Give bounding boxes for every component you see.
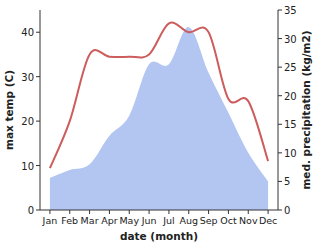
x-tick xyxy=(129,210,130,214)
y-tick-label: 30 xyxy=(21,72,34,83)
x-tick xyxy=(49,210,50,214)
y2-tick xyxy=(278,67,282,68)
x-tick xyxy=(228,210,229,214)
x-tick xyxy=(188,210,189,214)
y2-tick xyxy=(278,95,282,96)
x-axis xyxy=(40,210,278,211)
x-tick-label: Jul xyxy=(162,215,174,226)
y2-axis-label: med. precipitation (kg/m2) xyxy=(300,30,312,189)
y-tick xyxy=(36,32,40,33)
y-tick xyxy=(36,210,40,211)
x-tick-label: Jan xyxy=(42,215,58,226)
y-tick xyxy=(36,76,40,77)
x-tick-label: Aug xyxy=(179,215,198,226)
x-tick xyxy=(109,210,110,214)
x-tick-label: May xyxy=(119,215,139,226)
y-tick-label: 40 xyxy=(21,27,34,38)
x-tick xyxy=(89,210,90,214)
y2-tick xyxy=(278,181,282,182)
y-tick xyxy=(36,121,40,122)
y2-tick xyxy=(278,38,282,39)
x-axis-label: date (month) xyxy=(120,230,198,242)
x-tick-label: Feb xyxy=(61,215,78,226)
x-tick-label: Apr xyxy=(101,215,118,226)
x-tick-label: Nov xyxy=(239,215,258,226)
x-tick xyxy=(149,210,150,214)
y2-tick xyxy=(278,152,282,153)
y2-tick-label: 5 xyxy=(284,176,290,187)
y2-tick xyxy=(278,10,282,11)
y2-tick-label: 35 xyxy=(284,5,297,16)
y2-tick-label: 20 xyxy=(284,91,297,102)
precip-area xyxy=(50,27,268,210)
x-tick-label: Oct xyxy=(220,215,237,226)
y-tick-label: 20 xyxy=(21,116,34,127)
y2-tick-label: 10 xyxy=(284,148,297,159)
y2-axis xyxy=(278,10,279,210)
x-tick xyxy=(268,210,269,214)
y2-tick-label: 25 xyxy=(284,62,297,73)
chart: 01020304005101520253035JanFebMarAprMayJu… xyxy=(0,0,318,247)
x-tick-label: Dec xyxy=(259,215,277,226)
y-axis xyxy=(40,10,41,210)
y-tick-label: 10 xyxy=(21,161,34,172)
y-tick-label: 0 xyxy=(28,205,34,216)
plot-area xyxy=(50,23,268,210)
x-tick-label: Sep xyxy=(200,215,218,226)
y2-tick xyxy=(278,124,282,125)
y2-tick xyxy=(278,210,282,211)
y2-tick-label: 30 xyxy=(284,34,297,45)
y-axis-label: max temp (C) xyxy=(3,70,15,150)
temp-line xyxy=(50,23,268,169)
y2-tick-label: 15 xyxy=(284,119,297,130)
x-tick-label: Mar xyxy=(81,215,99,226)
y2-tick-label: 0 xyxy=(284,205,290,216)
x-tick xyxy=(208,210,209,214)
x-tick-label: Jun xyxy=(141,215,157,226)
x-tick xyxy=(69,210,70,214)
y-tick xyxy=(36,165,40,166)
x-tick xyxy=(168,210,169,214)
x-tick xyxy=(248,210,249,214)
